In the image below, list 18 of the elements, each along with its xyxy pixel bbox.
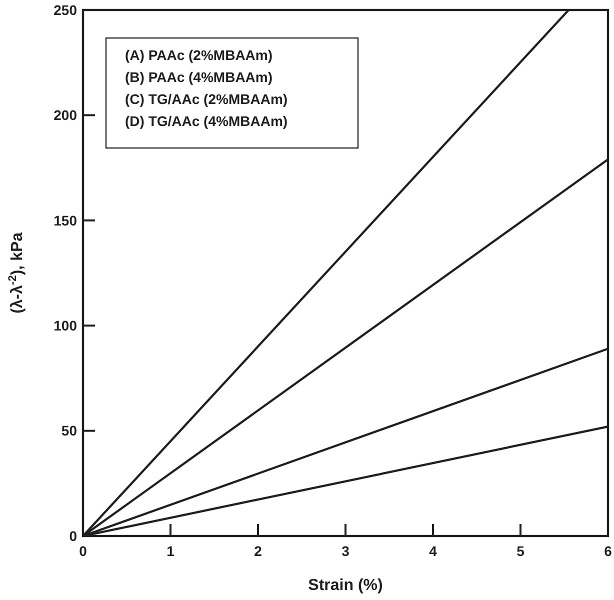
- annotation: (A) PAAc (2%MBAAm): [125, 47, 273, 63]
- x-tick-label: 3: [342, 543, 350, 559]
- y-tick-label: 50: [61, 422, 78, 439]
- x-tick-label: 1: [166, 543, 175, 559]
- x-tick-label: 5: [516, 543, 525, 559]
- x-tick-label: 4: [429, 543, 438, 559]
- annotation: (D) TG/AAc (4%MBAAm): [125, 113, 288, 129]
- y-tick-label: 0: [69, 528, 78, 544]
- annotation: (C) TG/AAc (2%MBAAm): [125, 91, 288, 107]
- y-tick-label: 200: [54, 107, 78, 124]
- annotation: (B) PAAc (4%MBAAm): [125, 69, 273, 85]
- y-tick-label: 150: [54, 212, 78, 228]
- x-tick-label: 2: [254, 543, 262, 559]
- x-tick-label: 6: [604, 543, 612, 559]
- x-axis-title: Strain (%): [308, 577, 383, 594]
- y-tick-label: 100: [54, 318, 78, 334]
- y-tick-label: 250: [54, 2, 78, 18]
- x-tick-label: 0: [79, 543, 88, 559]
